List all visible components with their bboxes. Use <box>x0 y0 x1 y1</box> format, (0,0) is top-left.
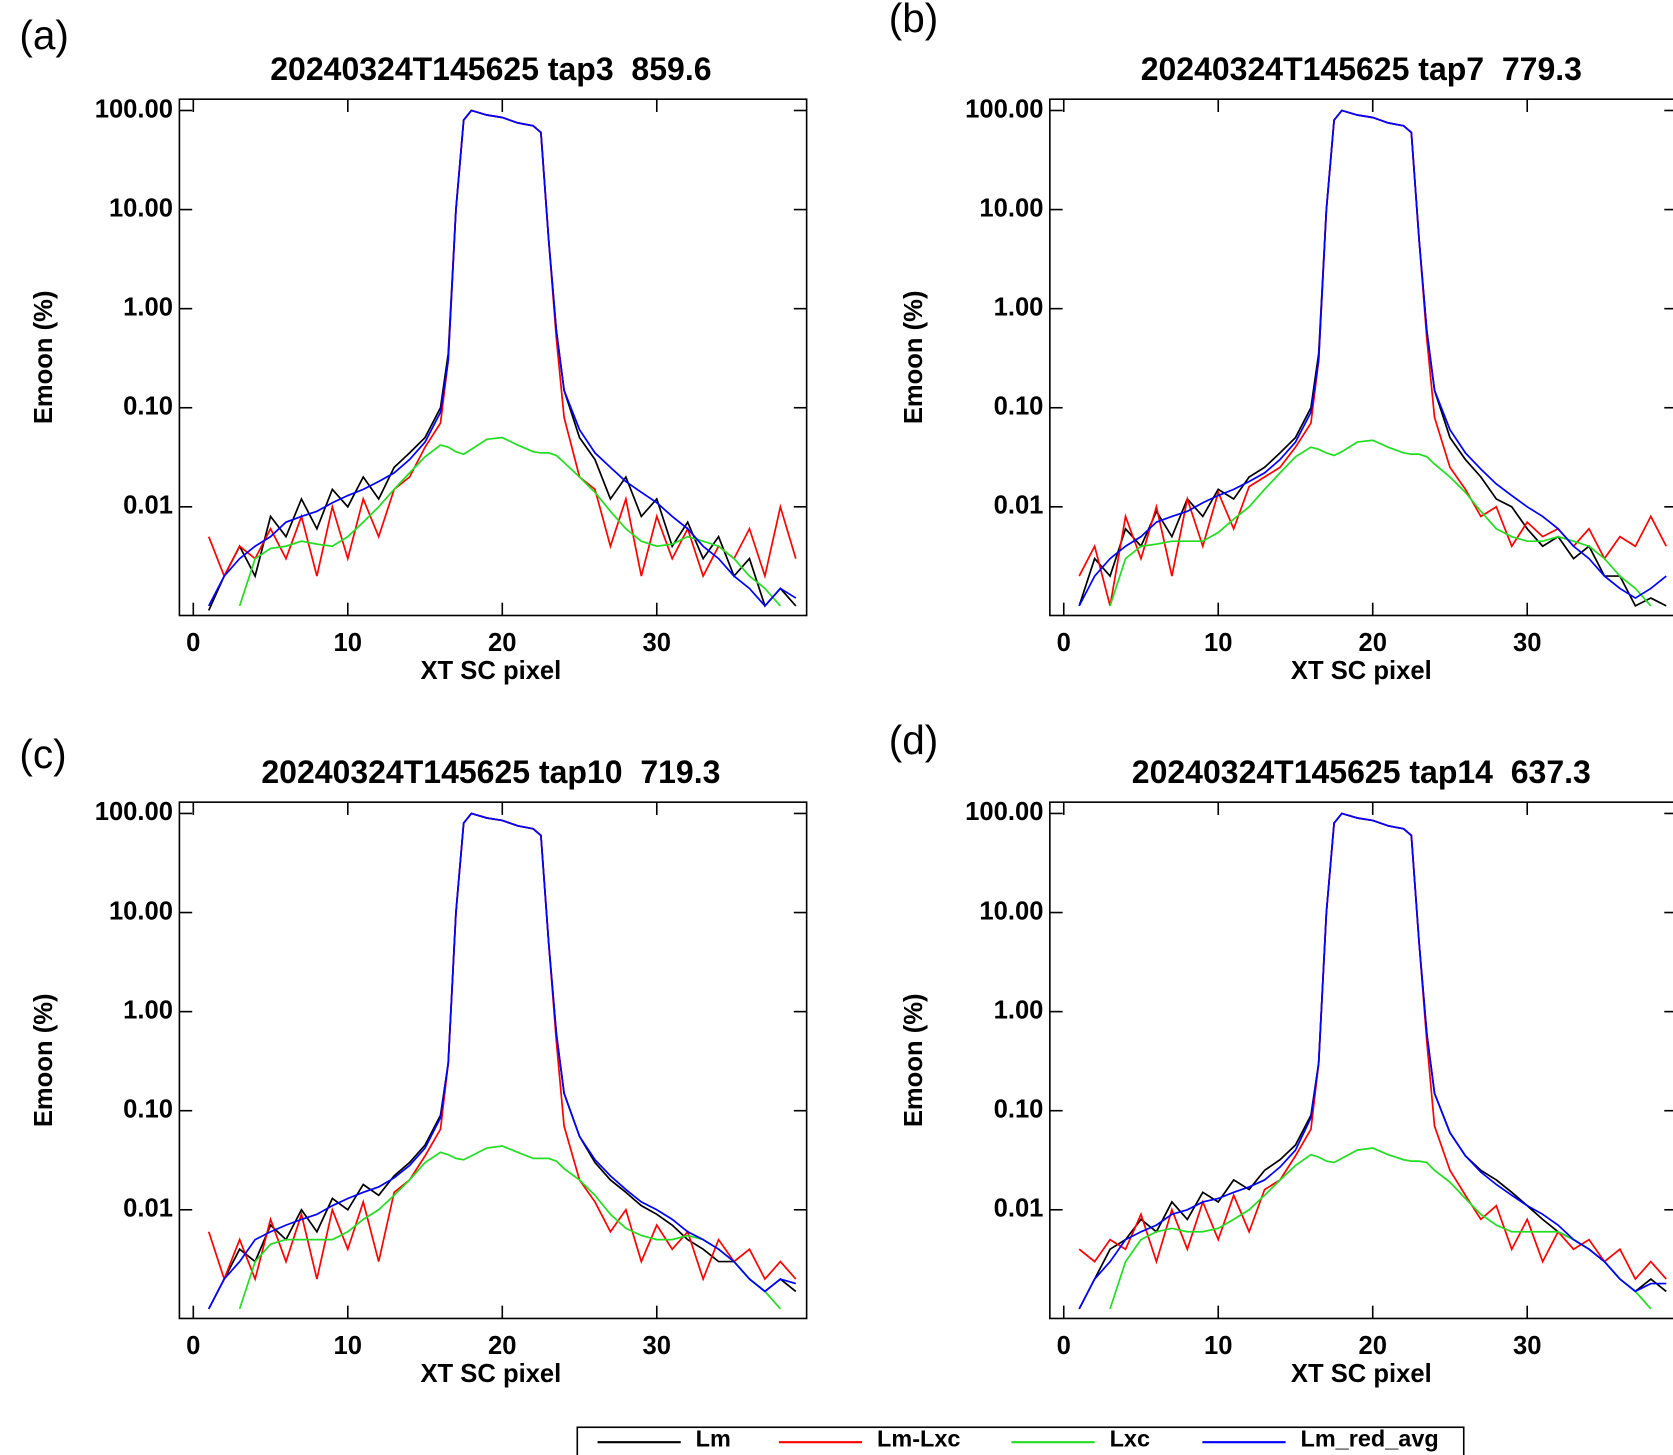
series-line <box>1109 1147 1652 1310</box>
x-tick-label: 0 <box>1057 1332 1071 1360</box>
y-axis-label: Emoon (%) <box>30 993 58 1127</box>
series-line <box>238 436 782 607</box>
panel: (a) 20240324T145625 tap3 859.6 XT SC pixel… <box>19 12 808 685</box>
y-tick-label: 0.10 <box>123 392 173 420</box>
y-axis-label: Emoon (%) <box>900 291 928 425</box>
series-line <box>208 812 797 1310</box>
plot-area <box>1078 812 1667 1310</box>
y-tick-label: 0.01 <box>123 1195 173 1223</box>
plot-frame <box>178 801 808 1320</box>
plot-frame <box>178 98 808 617</box>
y-tick-label: 10.00 <box>109 194 173 222</box>
chart-title: 20240324T145625 tap10 719.3 <box>261 754 720 790</box>
legend-label: Lm_red_avg <box>1301 1425 1439 1451</box>
y-tick-label: 0.10 <box>994 1095 1044 1123</box>
x-tick-label: 20 <box>1358 1332 1386 1360</box>
legend: Lm Lm-Lxc Lxc Lm_red_avg <box>576 1425 1465 1455</box>
x-tick-label: 0 <box>1057 629 1071 657</box>
y-tick-label: 0.01 <box>123 492 173 520</box>
panel-label: (d) <box>889 717 939 763</box>
y-tick-label: 1.00 <box>994 996 1044 1024</box>
x-tick-label: 20 <box>1358 629 1386 657</box>
x-tick-label: 10 <box>1204 1332 1232 1360</box>
chart-title: 20240324T145625 tap3 859.6 <box>270 51 711 87</box>
legend-label: Lm <box>696 1425 731 1451</box>
panel-label: (b) <box>889 0 939 41</box>
plot-frame <box>1049 801 1673 1320</box>
y-tick-label: 100.00 <box>965 95 1043 123</box>
y-tick-label: 10.00 <box>979 897 1043 925</box>
panel: (b) 20240324T145625 tap7 779.3 XT SC pixel… <box>889 0 1673 685</box>
panel-label: (c) <box>19 731 66 777</box>
x-tick-label: 20 <box>488 1332 516 1360</box>
y-tick-label: 10.00 <box>109 897 173 925</box>
x-axis-label: XT SC pixel <box>420 1360 561 1388</box>
x-tick-label: 30 <box>643 1332 671 1360</box>
y-tick-label: 1.00 <box>994 293 1044 321</box>
plot-area <box>207 812 797 1310</box>
series-line <box>1078 812 1667 1310</box>
y-axis-label: Emoon (%) <box>30 291 58 425</box>
y-tick-label: 100.00 <box>95 798 173 826</box>
x-axis-label: XT SC pixel <box>420 657 561 685</box>
y-tick-label: 0.01 <box>994 1195 1044 1223</box>
x-axis-label: XT SC pixel <box>1291 657 1432 685</box>
x-axis-label: XT SC pixel <box>1291 1360 1432 1388</box>
x-tick-label: 10 <box>334 1332 362 1360</box>
x-tick-label: 10 <box>1204 629 1232 657</box>
y-tick-label: 0.01 <box>994 492 1044 520</box>
legend-label: Lxc <box>1110 1425 1150 1451</box>
y-tick-label: 0.10 <box>994 392 1044 420</box>
series-line <box>208 109 797 608</box>
plot-frame <box>1049 98 1673 617</box>
series-line <box>1109 439 1652 607</box>
x-tick-label: 0 <box>186 629 200 657</box>
y-tick-label: 100.00 <box>965 798 1043 826</box>
chart-title: 20240324T145625 tap14 637.3 <box>1132 754 1591 790</box>
x-tick-label: 30 <box>1513 629 1541 657</box>
x-tick-label: 10 <box>334 629 362 657</box>
x-tick-label: 0 <box>186 1332 200 1360</box>
panel-label: (a) <box>19 12 69 58</box>
y-tick-label: 1.00 <box>123 293 173 321</box>
series-line <box>1078 109 1667 607</box>
series-line <box>238 1145 782 1310</box>
x-tick-label: 20 <box>488 629 516 657</box>
x-tick-label: 30 <box>1513 1332 1541 1360</box>
panel: (d) 20240324T145625 tap14 637.3 XT SC pixe… <box>889 717 1673 1388</box>
y-tick-label: 100.00 <box>95 95 173 123</box>
chart-title: 20240324T145625 tap7 779.3 <box>1141 51 1582 87</box>
legend-label: Lm-Lxc <box>877 1425 960 1451</box>
y-tick-label: 10.00 <box>979 194 1043 222</box>
y-tick-label: 1.00 <box>123 996 173 1024</box>
y-axis-label: Emoon (%) <box>900 993 928 1127</box>
plot-area <box>1078 109 1668 608</box>
plot-area <box>207 109 797 611</box>
x-tick-label: 30 <box>643 629 671 657</box>
panel: (c) 20240324T145625 tap10 719.3 XT SC pixe… <box>19 731 808 1388</box>
y-tick-label: 0.10 <box>123 1095 173 1123</box>
